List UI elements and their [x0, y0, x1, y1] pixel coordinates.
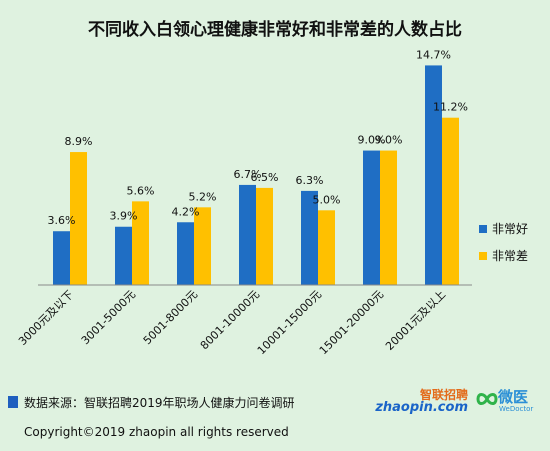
copyright-text: Copyright©2019 zhaopin all rights reserv… — [24, 425, 289, 439]
data-label-very-good-5: 9.0% — [358, 134, 386, 147]
bar-very-bad-1 — [132, 201, 149, 285]
data-label-very-good-1: 3.9% — [110, 210, 138, 223]
x-tick-label-2: 5001-8000元 — [141, 288, 200, 347]
x-tick-label-3: 8001-10000元 — [198, 288, 262, 352]
bar-very-bad-6 — [442, 117, 459, 285]
x-tick-label-6: 20001元及以上 — [383, 288, 448, 353]
data-label-very-good-4: 6.3% — [296, 174, 324, 187]
weiyi-logo: 微医 WeDoctor — [476, 386, 546, 418]
data-label-very-good-2: 4.2% — [172, 205, 200, 218]
zhaopin-logo: 智联招聘 zhaopin.com — [375, 386, 468, 418]
chart-title: 不同收入白领心理健康非常好和非常差的人数占比 — [88, 19, 462, 40]
legend-swatch-very-bad — [479, 252, 487, 260]
legend-label-very-bad: 非常差 — [492, 249, 528, 263]
x-tick-label-1: 3001-5000元 — [79, 288, 138, 347]
data-label-very-bad-5: 9.0% — [375, 134, 403, 147]
data-label-very-good-3: 6.7% — [234, 168, 262, 181]
bar-very-bad-0 — [70, 152, 87, 285]
x-tick-label-5: 15001-20000元 — [317, 288, 386, 357]
data-label-very-bad-4: 5.0% — [313, 193, 341, 206]
source-marker — [8, 396, 18, 408]
bar-very-good-3 — [239, 184, 256, 285]
data-label-very-bad-0: 8.9% — [65, 135, 93, 148]
zhaopin-logo-en: zhaopin.com — [375, 400, 468, 415]
bar-very-good-1 — [115, 226, 132, 285]
bar-very-bad-2 — [194, 207, 211, 285]
data-label-very-bad-6: 11.2% — [433, 101, 468, 114]
x-tick-label-4: 10001-15000元 — [255, 288, 324, 357]
legend-label-very-good: 非常好 — [492, 222, 528, 236]
x-tick-label-0: 3000元及以下 — [16, 288, 76, 348]
bar-very-bad-4 — [318, 210, 335, 285]
weiyi-logo-en: WeDoctor — [499, 405, 534, 413]
infinity-icon — [476, 393, 498, 405]
bar-very-good-2 — [177, 222, 194, 285]
data-label-very-good-6: 14.7% — [416, 48, 451, 61]
data-label-very-good-0: 3.6% — [48, 214, 76, 227]
bar-very-good-6 — [425, 65, 442, 285]
bars-layer — [53, 65, 459, 285]
data-label-very-bad-2: 5.2% — [189, 190, 217, 203]
data-label-very-bad-3: 6.5% — [251, 171, 279, 184]
bar-very-good-5 — [363, 150, 380, 285]
legend-swatch-very-good — [479, 225, 487, 233]
bar-very-good-4 — [301, 190, 318, 285]
x-tick-labels: 3000元及以下 3001-5000元 5001-8000元8001-10000元1… — [16, 288, 448, 357]
bar-very-bad-5 — [380, 150, 397, 285]
weiyi-logo-cn: 微医 — [498, 388, 529, 406]
source-note: 数据来源：智联招聘2019年职场人健康力问卷调研 — [24, 396, 295, 410]
bar-very-good-0 — [53, 231, 70, 285]
data-label-very-bad-1: 5.6% — [127, 184, 155, 197]
data-labels-layer: 3.6% 8.9% 3.9% 5.6% 4.2% 5.2% 6.7%6.5% 6.3% 5.0%… — [48, 48, 468, 227]
zhaopin-logo-cn: 智联招聘 — [419, 388, 468, 402]
bar-very-bad-3 — [256, 187, 273, 285]
